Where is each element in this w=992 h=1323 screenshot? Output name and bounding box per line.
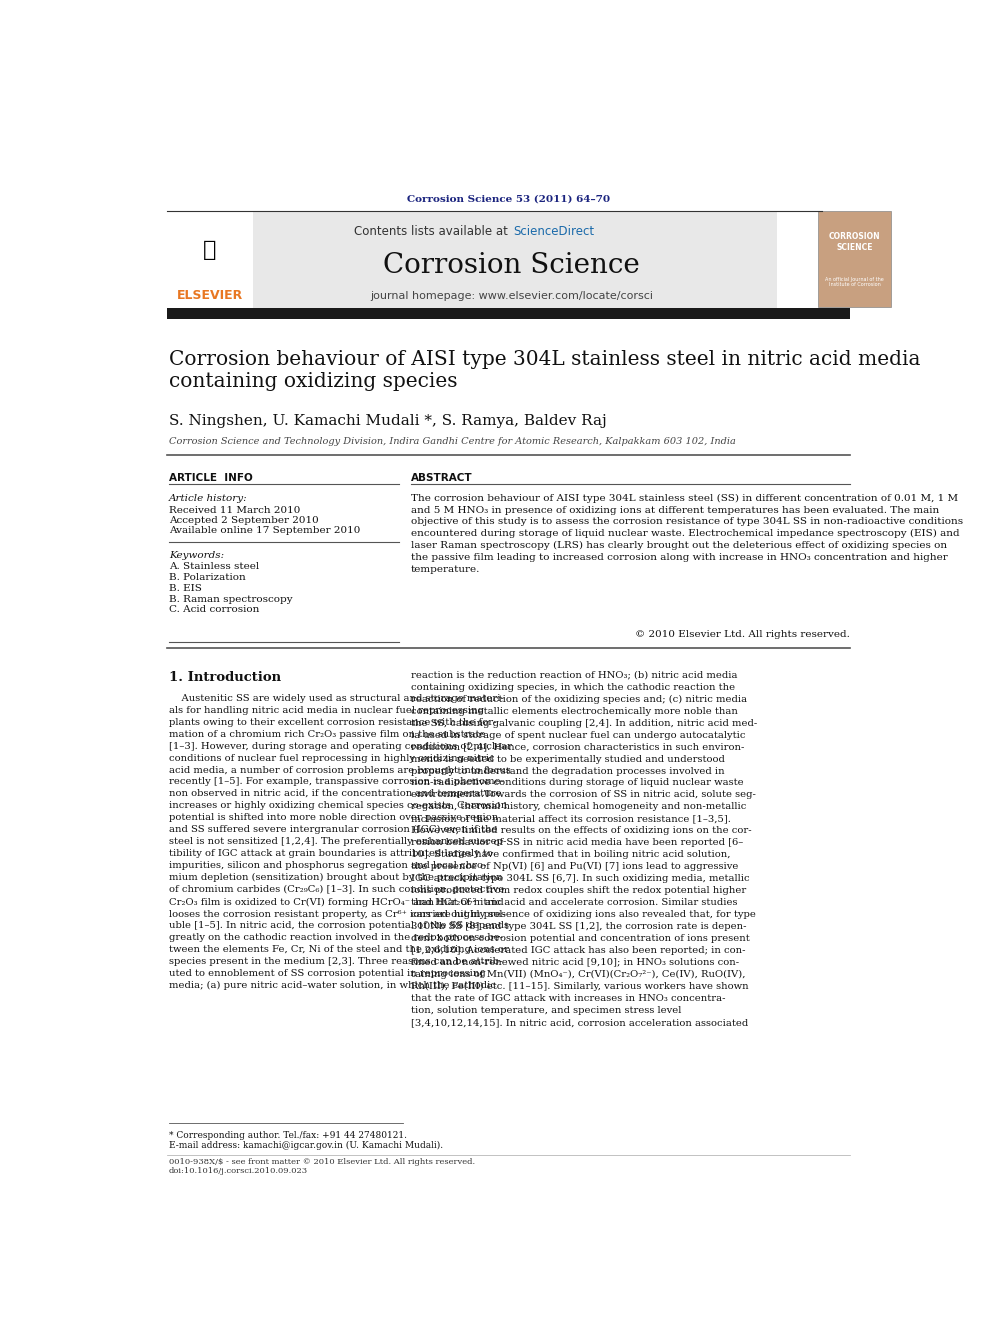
Text: E-mail address: kamachi@igcar.gov.in (U. Kamachi Mudali).: E-mail address: kamachi@igcar.gov.in (U.… — [169, 1142, 443, 1151]
Bar — [817, 212, 891, 307]
Text: ABSTRACT: ABSTRACT — [411, 472, 472, 483]
Text: doi:10.1016/j.corsci.2010.09.023: doi:10.1016/j.corsci.2010.09.023 — [169, 1167, 309, 1175]
Text: Corrosion behaviour of AISI type 304L stainless steel in nitric acid media
conta: Corrosion behaviour of AISI type 304L st… — [169, 349, 921, 390]
Text: 1. Introduction: 1. Introduction — [169, 671, 281, 684]
Text: C. Acid corrosion: C. Acid corrosion — [169, 606, 259, 614]
Text: Received 11 March 2010: Received 11 March 2010 — [169, 505, 301, 515]
Text: ScienceDirect: ScienceDirect — [513, 225, 594, 238]
Text: Corrosion Science 53 (2011) 64–70: Corrosion Science 53 (2011) 64–70 — [407, 194, 610, 204]
Text: journal homepage: www.elsevier.com/locate/corsci: journal homepage: www.elsevier.com/locat… — [370, 291, 653, 300]
Text: B. Polarization: B. Polarization — [169, 573, 246, 582]
Text: 0010-938X/$ - see front matter © 2010 Elsevier Ltd. All rights reserved.: 0010-938X/$ - see front matter © 2010 El… — [169, 1158, 475, 1166]
Text: © 2010 Elsevier Ltd. All rights reserved.: © 2010 Elsevier Ltd. All rights reserved… — [635, 630, 850, 639]
Text: A. Stainless steel: A. Stainless steel — [169, 562, 259, 572]
Text: An official Journal of the
Institute of Corrosion: An official Journal of the Institute of … — [825, 277, 884, 287]
Text: * Corresponding author. Tel./fax: +91 44 27480121.: * Corresponding author. Tel./fax: +91 44… — [169, 1131, 407, 1140]
Bar — [167, 308, 850, 319]
Text: B. EIS: B. EIS — [169, 583, 201, 593]
Text: Corrosion Science and Technology Division, Indira Gandhi Centre for Atomic Resea: Corrosion Science and Technology Divisio… — [169, 438, 736, 446]
Bar — [167, 212, 253, 308]
Text: CORROSION
SCIENCE: CORROSION SCIENCE — [829, 233, 881, 251]
Text: Contents lists available at: Contents lists available at — [354, 225, 512, 238]
Text: Accepted 2 September 2010: Accepted 2 September 2010 — [169, 516, 318, 525]
Text: Corrosion Science: Corrosion Science — [383, 251, 640, 279]
Text: Article history:: Article history: — [169, 493, 248, 503]
Text: Available online 17 September 2010: Available online 17 September 2010 — [169, 527, 360, 534]
Bar — [167, 212, 778, 308]
Text: 🌳: 🌳 — [203, 239, 216, 259]
Text: Austenitic SS are widely used as structural and storage materi-
als for handling: Austenitic SS are widely used as structu… — [169, 693, 512, 991]
Text: reaction is the reduction reaction of HNO₃; (b) nitric acid media
containing oxi: reaction is the reduction reaction of HN… — [411, 671, 757, 1027]
Text: ELSEVIER: ELSEVIER — [177, 290, 243, 303]
Text: The corrosion behaviour of AISI type 304L stainless steel (SS) in different conc: The corrosion behaviour of AISI type 304… — [411, 493, 963, 574]
Text: B. Raman spectroscopy: B. Raman spectroscopy — [169, 594, 293, 603]
Text: Keywords:: Keywords: — [169, 552, 224, 561]
Text: ARTICLE  INFO: ARTICLE INFO — [169, 472, 253, 483]
Text: S. Ningshen, U. Kamachi Mudali *, S. Ramya, Baldev Raj: S. Ningshen, U. Kamachi Mudali *, S. Ram… — [169, 414, 607, 429]
